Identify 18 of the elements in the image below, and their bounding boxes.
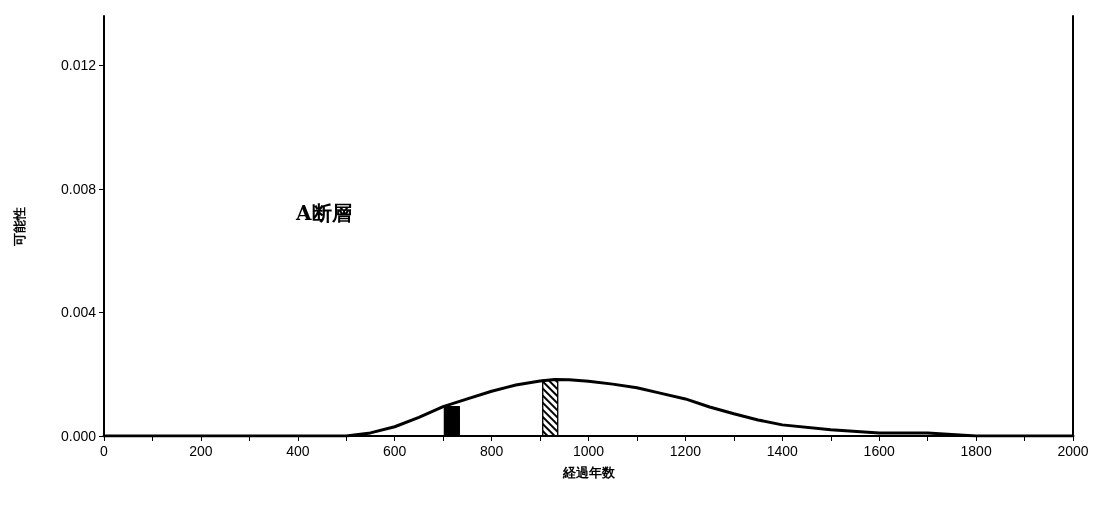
x-tick-label: 400 [286,443,310,459]
x-tick-label: 600 [383,443,407,459]
y-tick-label: 0.012 [60,57,97,74]
x-tick-label: 1200 [669,443,702,459]
x-tick-label: 1600 [863,443,895,459]
x-tick-label: 200 [189,443,213,459]
annotation: A断層 [295,201,352,225]
x-tick-label: 0 [100,443,109,459]
y-tick-label: 0.000 [60,428,97,444]
x-axis-title: 経過年数 [561,465,616,480]
y-tick-label: 0.004 [60,304,97,321]
x-tick-label: 1800 [960,443,992,459]
y-axis-title: 可能性 [12,206,27,247]
x-tick-label: 1400 [766,443,799,459]
x-tick-label: 2000 [1057,443,1089,459]
y-tick-label: 0.008 [60,180,97,197]
x-tick-label: 800 [479,443,504,459]
x-tick-label: 1000 [572,443,605,459]
